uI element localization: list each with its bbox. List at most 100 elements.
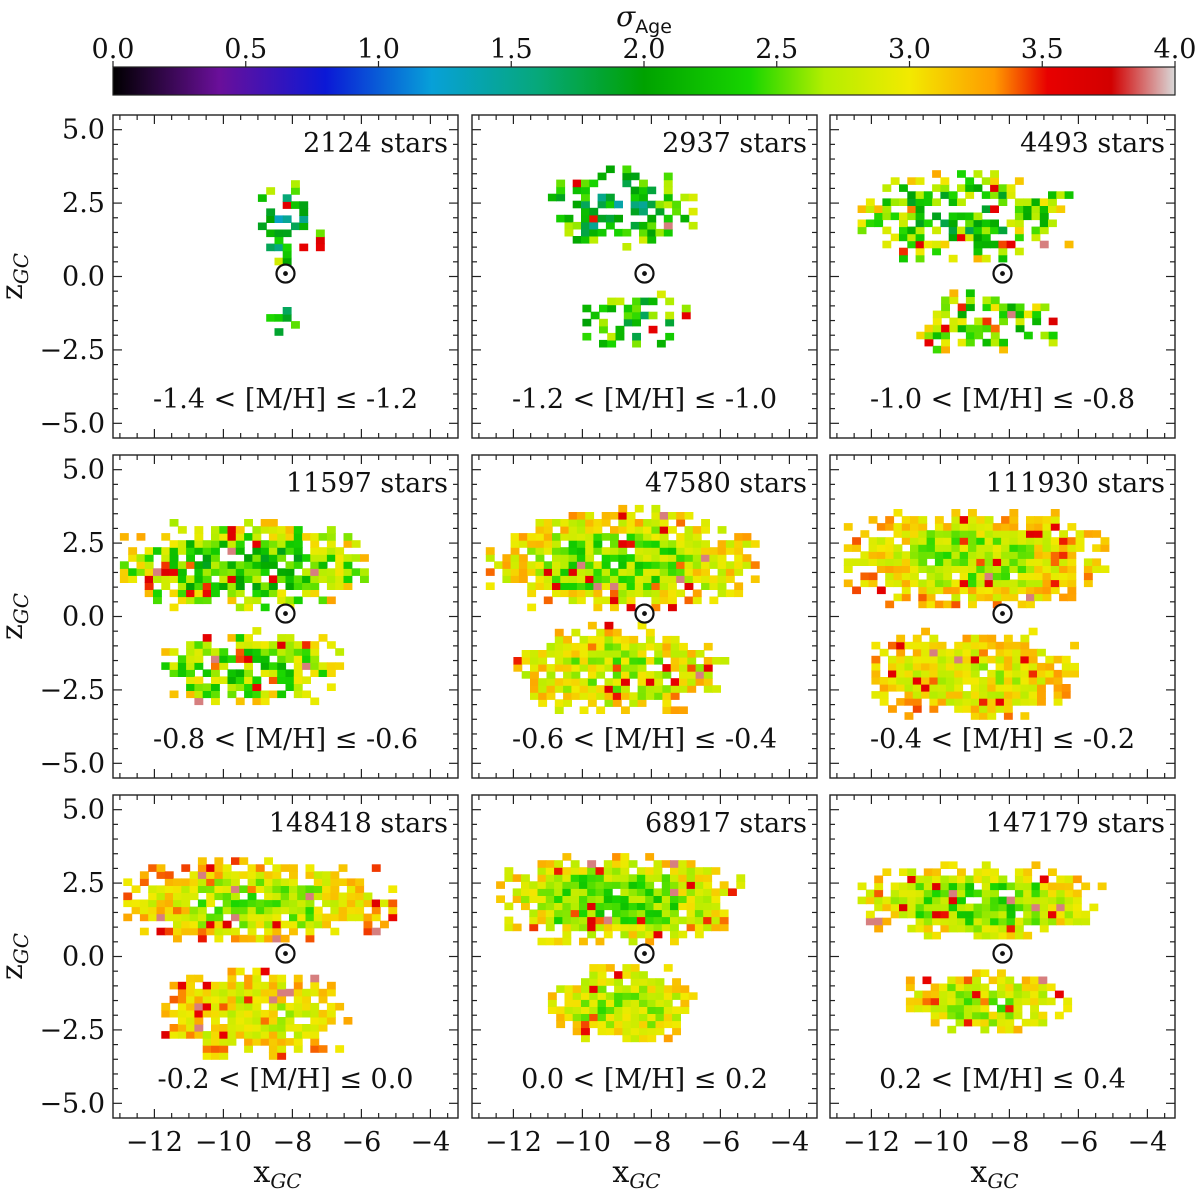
heatmap-cell bbox=[1021, 976, 1031, 985]
heatmap-cell bbox=[572, 992, 582, 1000]
heatmap-cell bbox=[189, 871, 199, 879]
heatmap-cell bbox=[1001, 523, 1010, 531]
heatmap-cell bbox=[907, 177, 917, 185]
heatmap-cell bbox=[915, 212, 925, 221]
heatmap-cell bbox=[139, 913, 149, 922]
heatmap-cell bbox=[984, 544, 994, 552]
heatmap-cell bbox=[604, 650, 614, 658]
heatmap-cell bbox=[981, 882, 991, 891]
heatmap-cell bbox=[282, 307, 292, 315]
heatmap-cell bbox=[194, 596, 204, 605]
heatmap-cell bbox=[244, 1002, 253, 1011]
heatmap-cell bbox=[1048, 917, 1057, 926]
heatmap-cell bbox=[219, 676, 229, 684]
heatmap-cell bbox=[222, 885, 232, 893]
heatmap-cell bbox=[912, 648, 922, 657]
heatmap-cell bbox=[593, 547, 603, 555]
heatmap-cell bbox=[318, 554, 328, 562]
heatmap-cell bbox=[1013, 990, 1023, 999]
heatmap-cell bbox=[1017, 572, 1027, 581]
heatmap-cell bbox=[1006, 910, 1016, 919]
heatmap-cell bbox=[725, 547, 735, 555]
heatmap-cell bbox=[326, 533, 336, 541]
heatmap-cell bbox=[921, 662, 930, 671]
heatmap-cell bbox=[597, 1013, 607, 1022]
heatmap-cell bbox=[581, 1034, 590, 1043]
heatmap-cell bbox=[888, 684, 897, 692]
heatmap-cell bbox=[940, 875, 950, 884]
heatmap-cell bbox=[620, 853, 630, 861]
heatmap-cell bbox=[1067, 586, 1077, 595]
metallicity-label: -0.4 < [M/H] ≤ -0.2 bbox=[870, 724, 1135, 755]
heatmap-cell bbox=[923, 889, 933, 898]
heatmap-cell bbox=[882, 240, 892, 249]
heatmap-cell bbox=[943, 523, 953, 531]
heatmap-cell bbox=[973, 254, 983, 263]
heatmap-cell bbox=[1034, 516, 1044, 524]
heatmap-cell bbox=[1017, 586, 1027, 595]
heatmap-cell bbox=[227, 995, 237, 1004]
heatmap-cell bbox=[904, 662, 914, 671]
heatmap-cell bbox=[1026, 600, 1035, 609]
heatmap-cell bbox=[1034, 544, 1044, 552]
heatmap-cell bbox=[1006, 924, 1016, 933]
heatmap-cell bbox=[211, 676, 220, 684]
heatmap-cell bbox=[510, 575, 520, 583]
heatmap-cell bbox=[1092, 558, 1102, 566]
heatmap-cell bbox=[144, 561, 154, 569]
heatmap-cell bbox=[639, 978, 648, 986]
heatmap-cell bbox=[1081, 882, 1091, 891]
heatmap-cell bbox=[293, 540, 303, 548]
heatmap-cell bbox=[882, 226, 892, 235]
heatmap-cell bbox=[668, 526, 677, 534]
heatmap-cell bbox=[593, 589, 603, 598]
heatmap-cell bbox=[272, 885, 282, 893]
heatmap-cell bbox=[932, 324, 942, 333]
heatmap-cell bbox=[968, 558, 977, 566]
heatmap-cell bbox=[552, 547, 561, 555]
heatmap-cell bbox=[695, 664, 705, 672]
heatmap-cell bbox=[285, 1038, 295, 1046]
heatmap-cell bbox=[1023, 331, 1033, 340]
heatmap-cell bbox=[865, 917, 875, 926]
heatmap-cell bbox=[995, 691, 1005, 699]
x-tick-label: −10 bbox=[554, 1127, 611, 1158]
heatmap-cell bbox=[231, 927, 240, 936]
heatmap-cell bbox=[670, 923, 679, 932]
heatmap-cell bbox=[194, 655, 204, 663]
heatmap-cell bbox=[222, 878, 232, 886]
heatmap-cell bbox=[998, 875, 1008, 884]
heatmap-cell bbox=[293, 554, 303, 562]
heatmap-cell bbox=[653, 867, 663, 875]
heatmap-cell bbox=[992, 586, 1002, 595]
heatmap-cell bbox=[371, 913, 381, 922]
heatmap-cell bbox=[556, 1006, 566, 1014]
heatmap-cell bbox=[186, 1009, 195, 1018]
heatmap-cell bbox=[527, 603, 537, 612]
y-tick-label: 2.5 bbox=[62, 528, 105, 559]
heatmap-cell bbox=[915, 896, 925, 905]
heatmap-cell bbox=[912, 691, 922, 699]
heatmap-cell bbox=[293, 988, 303, 997]
heatmap-cell bbox=[502, 568, 512, 576]
heatmap-cell bbox=[264, 892, 273, 901]
heatmap-cell bbox=[1009, 537, 1019, 545]
heatmap-cell bbox=[597, 971, 607, 979]
heatmap-cell bbox=[568, 561, 578, 569]
colorbar-tick-label: 4.0 bbox=[1154, 34, 1197, 65]
heatmap-cell bbox=[554, 888, 563, 896]
heatmap-cell bbox=[169, 554, 179, 562]
heatmap-cell bbox=[1014, 931, 1024, 940]
heatmap-cell bbox=[318, 568, 328, 576]
heatmap-cell bbox=[879, 698, 889, 706]
heatmap-cell bbox=[285, 1002, 295, 1011]
heatmap-cell bbox=[293, 676, 303, 684]
heatmap-cell bbox=[543, 526, 553, 534]
heatmap-cell bbox=[711, 867, 721, 875]
heatmap-cell bbox=[1009, 551, 1019, 559]
heatmap-cell bbox=[1026, 537, 1035, 545]
heatmap-cell bbox=[899, 910, 908, 919]
heatmap-cell bbox=[618, 589, 628, 598]
heatmap-cell bbox=[970, 662, 980, 671]
heatmap-cell bbox=[538, 650, 548, 658]
